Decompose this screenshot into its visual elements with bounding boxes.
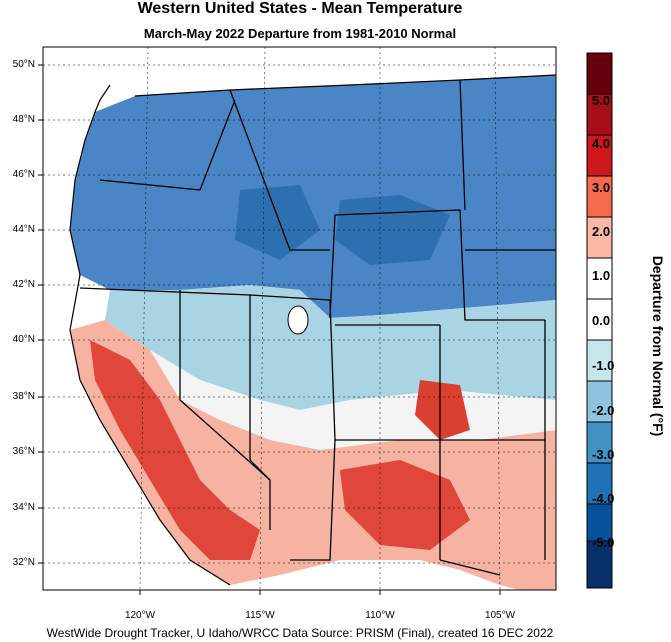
colorbar-label: -2.0 <box>592 403 615 418</box>
axis-ticks <box>38 64 501 595</box>
mexico-area <box>230 560 520 590</box>
lat-label: 48°N <box>12 114 35 125</box>
pacific-ocean <box>43 47 230 590</box>
lat-label: 46°N <box>12 169 35 180</box>
colorbar-swatch <box>587 463 612 504</box>
graticule <box>43 47 556 590</box>
hot-region-california <box>90 340 260 560</box>
lat-label: 50°N <box>12 59 35 70</box>
cold-region-north <box>70 75 556 318</box>
colorbar-swatch <box>587 422 612 463</box>
map-area <box>43 47 556 590</box>
colorbar-swatch <box>587 340 612 381</box>
state-borders <box>79 74 556 576</box>
colorbar-label: -1.0 <box>592 358 615 373</box>
great-salt-lake <box>287 305 309 335</box>
lon-label: 115°W <box>245 610 275 621</box>
map-frame <box>42 46 557 591</box>
colorbar-label: 5.0 <box>592 93 611 108</box>
lat-label: 38°N <box>12 391 35 402</box>
colorbar-swatch <box>587 541 612 588</box>
lat-label: 40°N <box>12 334 35 345</box>
coastline <box>69 84 231 586</box>
colorbar-swatch <box>587 176 612 217</box>
lat-label: 32°N <box>12 557 35 568</box>
lat-label: 44°N <box>12 224 35 235</box>
colorbar-label: 3.0 <box>592 180 611 195</box>
colorbar-swatch <box>587 135 612 176</box>
colorbar-label: -5.0 <box>592 535 615 550</box>
lat-label: 36°N <box>12 446 35 457</box>
colorbar-swatch <box>587 504 612 541</box>
footer-credit: WestWide Drought Tracker, U Idaho/WRCC D… <box>46 626 554 640</box>
lat-label: 34°N <box>12 502 35 513</box>
colorbar-label: 2.0 <box>592 224 611 239</box>
cool-region-middle <box>105 285 556 410</box>
lon-label: 120°W <box>124 610 156 621</box>
colorbar-label: -3.0 <box>592 447 615 462</box>
lat-label: 42°N <box>12 279 35 290</box>
colorbar <box>586 52 613 589</box>
colorbar-swatch <box>587 299 612 340</box>
colorbar-label: 0.0 <box>592 313 611 328</box>
colorbar-swatch <box>587 217 612 258</box>
deep-cold-patch-2 <box>235 185 320 260</box>
lon-label: 110°W <box>365 610 395 621</box>
colorbar-title: Departure from Normal (°F) <box>650 255 666 437</box>
colorbar-swatch <box>587 258 612 299</box>
hot-region-newmexico <box>415 380 470 440</box>
colorbar-label: 1.0 <box>592 268 611 283</box>
colorbar-swatch <box>587 381 612 422</box>
map-subtitle: March-May 2022 Departure from 1981-2010 … <box>143 26 457 41</box>
map-title: Western United States - Mean Temperature <box>137 0 463 17</box>
canada-area <box>43 47 556 100</box>
colorbar-swatch <box>587 94 612 135</box>
colorbar-label: 4.0 <box>592 136 611 151</box>
lon-label: 105°W <box>484 610 516 621</box>
colorbar-swatch <box>587 53 612 94</box>
colorbar-label: -4.0 <box>592 491 615 506</box>
deep-cold-patch <box>335 195 450 265</box>
hot-region-arizona <box>340 460 470 550</box>
